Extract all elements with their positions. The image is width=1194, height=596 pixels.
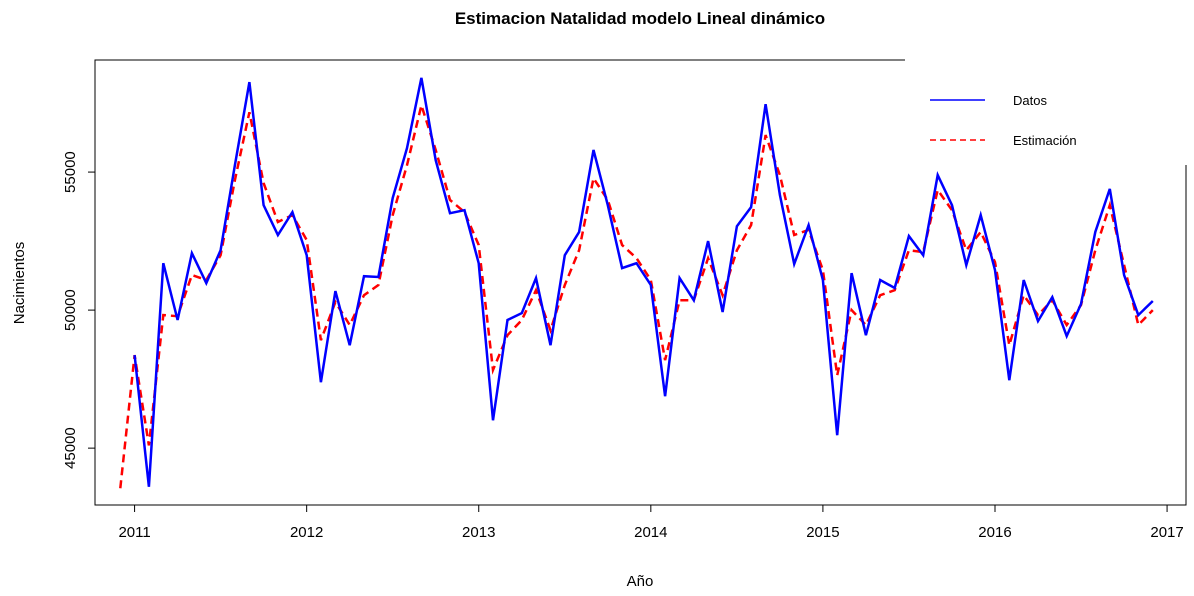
x-tick-label: 2017 (1150, 524, 1183, 541)
y-axis-label: Nacimientos (11, 242, 28, 325)
plot-frame (94, 59, 1187, 506)
y-tick-label: 45000 (62, 427, 79, 469)
legend-label: Datos (1013, 93, 1047, 108)
x-tick-label: 2011 (118, 524, 150, 541)
x-axis-label: Año (627, 573, 654, 590)
legend-label: Estimación (1013, 133, 1077, 148)
x-tick-label: 2014 (634, 524, 667, 541)
y-tick-label: 55000 (62, 151, 79, 193)
chart-title: Estimacion Natalidad modelo Lineal dinám… (455, 9, 825, 28)
x-tick-label: 2016 (978, 524, 1011, 541)
y-tick-label: 50000 (62, 289, 79, 331)
x-tick-label: 2015 (806, 524, 839, 541)
x-tick-label: 2012 (290, 524, 323, 541)
series-line (133, 77, 1154, 487)
legend-box (905, 55, 1190, 165)
x-tick-label: 2013 (462, 524, 495, 541)
